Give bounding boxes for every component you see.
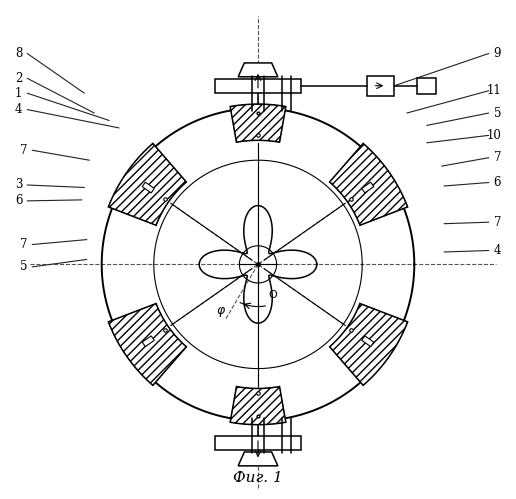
Polygon shape — [362, 182, 374, 193]
Text: O: O — [268, 290, 277, 300]
Polygon shape — [108, 303, 186, 385]
Polygon shape — [142, 182, 154, 193]
Polygon shape — [238, 63, 278, 77]
Polygon shape — [142, 336, 154, 347]
Polygon shape — [367, 76, 394, 96]
Text: 6: 6 — [15, 195, 22, 208]
Text: 1: 1 — [15, 87, 22, 100]
Polygon shape — [330, 303, 408, 385]
Text: 3: 3 — [15, 179, 22, 192]
Text: 7: 7 — [494, 151, 501, 164]
Text: 8: 8 — [15, 47, 22, 60]
Text: $\varphi$: $\varphi$ — [216, 304, 226, 318]
Text: Фиг. 1: Фиг. 1 — [233, 471, 283, 485]
Text: 6: 6 — [494, 176, 501, 189]
Polygon shape — [230, 387, 286, 425]
Polygon shape — [417, 78, 436, 94]
Text: 10: 10 — [486, 129, 501, 142]
Polygon shape — [108, 143, 186, 225]
Text: 2: 2 — [15, 72, 22, 85]
Polygon shape — [238, 452, 278, 466]
Polygon shape — [215, 436, 301, 450]
Polygon shape — [362, 336, 374, 347]
Text: 7: 7 — [494, 216, 501, 229]
Text: 5: 5 — [494, 107, 501, 120]
Text: 9: 9 — [494, 47, 501, 60]
Text: 5: 5 — [20, 260, 27, 273]
Text: 11: 11 — [487, 84, 501, 97]
Text: 4: 4 — [15, 103, 22, 116]
Text: 4: 4 — [494, 244, 501, 257]
Polygon shape — [330, 143, 408, 225]
Text: 7: 7 — [20, 238, 27, 251]
Polygon shape — [215, 79, 301, 93]
Polygon shape — [230, 104, 286, 142]
Text: 7: 7 — [20, 144, 27, 157]
